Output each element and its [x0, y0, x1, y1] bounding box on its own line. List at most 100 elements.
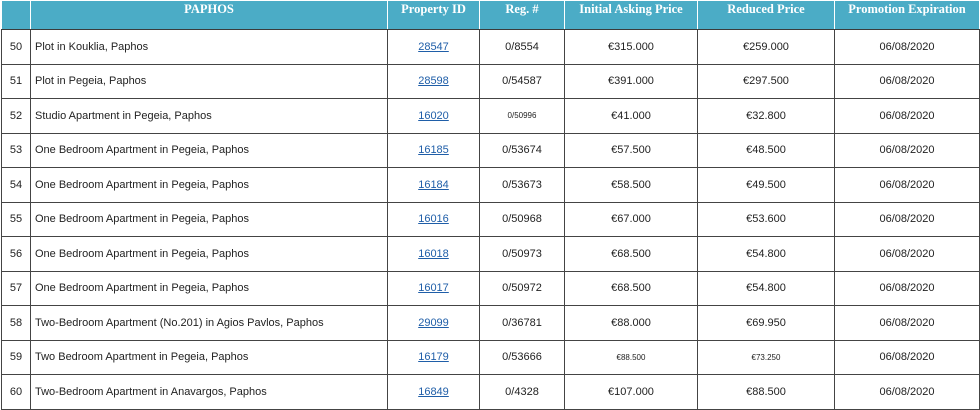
table-row: 52 Studio Apartment in Pegeia, Paphos 16… [1, 98, 980, 134]
initial-asking-price: €88.000 [564, 305, 698, 341]
property-id-cell: 16179 [387, 339, 480, 375]
reg-number: 0/4328 [479, 374, 565, 410]
table-row: 50 Plot in Kouklia, Paphos 28547 0/8554 … [1, 29, 980, 65]
property-description: One Bedroom Apartment in Pegeia, Paphos [30, 270, 388, 306]
property-id-link[interactable]: 16018 [418, 247, 449, 260]
property-id-link[interactable]: 29099 [418, 316, 449, 329]
initial-asking-price: €107.000 [564, 374, 698, 410]
property-id-cell: 16849 [387, 374, 480, 410]
promotion-expiration: 06/08/2020 [834, 236, 980, 272]
reg-number: 0/50968 [479, 201, 565, 237]
promotion-expiration: 06/08/2020 [834, 270, 980, 306]
reg-number: 0/50996 [479, 98, 565, 134]
header-row: PAPHOS Property ID Reg. # Initial Asking… [1, 0, 980, 30]
initial-asking-price: €57.500 [564, 132, 698, 168]
row-number: 54 [1, 167, 31, 203]
reduced-price: €259.000 [697, 29, 835, 65]
promotion-expiration: 06/08/2020 [834, 63, 980, 99]
header-promotion-expiration: Promotion Expiration [834, 0, 980, 30]
header-initial-asking-price: Initial Asking Price [564, 0, 698, 30]
property-description: Plot in Kouklia, Paphos [30, 29, 388, 65]
property-id-link[interactable]: 16017 [418, 282, 449, 295]
reduced-price: €48.500 [697, 132, 835, 168]
row-number: 50 [1, 29, 31, 65]
property-id-cell: 29099 [387, 305, 480, 341]
table-row: 58 Two-Bedroom Apartment (No.201) in Agi… [1, 305, 980, 341]
row-number: 59 [1, 339, 31, 375]
initial-asking-price: €67.000 [564, 201, 698, 237]
reg-number: 0/53674 [479, 132, 565, 168]
reduced-price: €32.800 [697, 98, 835, 134]
property-description: One Bedroom Apartment in Pegeia, Paphos [30, 167, 388, 203]
property-id-link[interactable]: 16184 [418, 178, 449, 191]
promotion-expiration: 06/08/2020 [834, 167, 980, 203]
promotion-expiration: 06/08/2020 [834, 339, 980, 375]
table-row: 53 One Bedroom Apartment in Pegeia, Paph… [1, 132, 980, 168]
initial-asking-price: €58.500 [564, 167, 698, 203]
property-description: Studio Apartment in Pegeia, Paphos [30, 98, 388, 134]
reduced-price: €73.250 [697, 339, 835, 375]
reg-number: 0/8554 [479, 29, 565, 65]
table-row: 55 One Bedroom Apartment in Pegeia, Paph… [1, 201, 980, 237]
row-number: 60 [1, 374, 31, 410]
property-id-cell: 16017 [387, 270, 480, 306]
header-reg-number: Reg. # [479, 0, 565, 30]
row-number: 56 [1, 236, 31, 272]
reg-number: 0/50973 [479, 236, 565, 272]
property-id-link[interactable]: 16020 [418, 109, 449, 122]
promotion-expiration: 06/08/2020 [834, 132, 980, 168]
header-reduced-price: Reduced Price [697, 0, 835, 30]
row-number: 58 [1, 305, 31, 341]
table-row: 54 One Bedroom Apartment in Pegeia, Paph… [1, 167, 980, 203]
property-id-cell: 16020 [387, 98, 480, 134]
property-description: Two Bedroom Apartment in Pegeia, Paphos [30, 339, 388, 375]
promotion-expiration: 06/08/2020 [834, 98, 980, 134]
reduced-price: €297.500 [697, 63, 835, 99]
promotion-expiration: 06/08/2020 [834, 201, 980, 237]
property-id-cell: 16016 [387, 201, 480, 237]
header-property-id: Property ID [387, 0, 480, 30]
property-id-link[interactable]: 16016 [418, 213, 449, 226]
reduced-price: €54.800 [697, 236, 835, 272]
promotion-expiration: 06/08/2020 [834, 29, 980, 65]
reg-number: 0/50972 [479, 270, 565, 306]
table-row: 51 Plot in Pegeia, Paphos 28598 0/54587 … [1, 63, 980, 99]
row-number: 55 [1, 201, 31, 237]
row-number: 51 [1, 63, 31, 99]
initial-asking-price: €391.000 [564, 63, 698, 99]
reg-number: 0/36781 [479, 305, 565, 341]
table-row: 59 Two Bedroom Apartment in Pegeia, Paph… [1, 339, 980, 375]
table-row: 57 One Bedroom Apartment in Pegeia, Paph… [1, 270, 980, 306]
initial-asking-price: €68.500 [564, 236, 698, 272]
header-region: PAPHOS [30, 0, 388, 30]
property-id-cell: 28598 [387, 63, 480, 99]
reduced-price: €53.600 [697, 201, 835, 237]
property-id-cell: 16185 [387, 132, 480, 168]
reduced-price: €49.500 [697, 167, 835, 203]
reduced-price: €69.950 [697, 305, 835, 341]
property-id-link[interactable]: 16849 [418, 385, 449, 398]
table-row: 56 One Bedroom Apartment in Pegeia, Paph… [1, 236, 980, 272]
reduced-price: €54.800 [697, 270, 835, 306]
table-row: 60 Two-Bedroom Apartment in Anavargos, P… [1, 374, 980, 410]
row-number: 52 [1, 98, 31, 134]
reg-number: 0/54587 [479, 63, 565, 99]
row-number: 53 [1, 132, 31, 168]
reg-number: 0/53666 [479, 339, 565, 375]
table-body: 50 Plot in Kouklia, Paphos 28547 0/8554 … [1, 29, 980, 410]
property-id-cell: 16018 [387, 236, 480, 272]
table-header: PAPHOS Property ID Reg. # Initial Asking… [1, 0, 980, 30]
initial-asking-price: €88.500 [564, 339, 698, 375]
property-id-link[interactable]: 16185 [418, 144, 449, 157]
property-id-link[interactable]: 28598 [418, 75, 449, 88]
reg-number: 0/53673 [479, 167, 565, 203]
promotion-expiration: 06/08/2020 [834, 305, 980, 341]
property-id-link[interactable]: 16179 [418, 351, 449, 364]
header-number [1, 0, 31, 30]
property-description: Two-Bedroom Apartment (No.201) in Agios … [30, 305, 388, 341]
property-description: One Bedroom Apartment in Pegeia, Paphos [30, 236, 388, 272]
property-id-cell: 16184 [387, 167, 480, 203]
property-id-link[interactable]: 28547 [418, 40, 449, 53]
property-description: One Bedroom Apartment in Pegeia, Paphos [30, 201, 388, 237]
